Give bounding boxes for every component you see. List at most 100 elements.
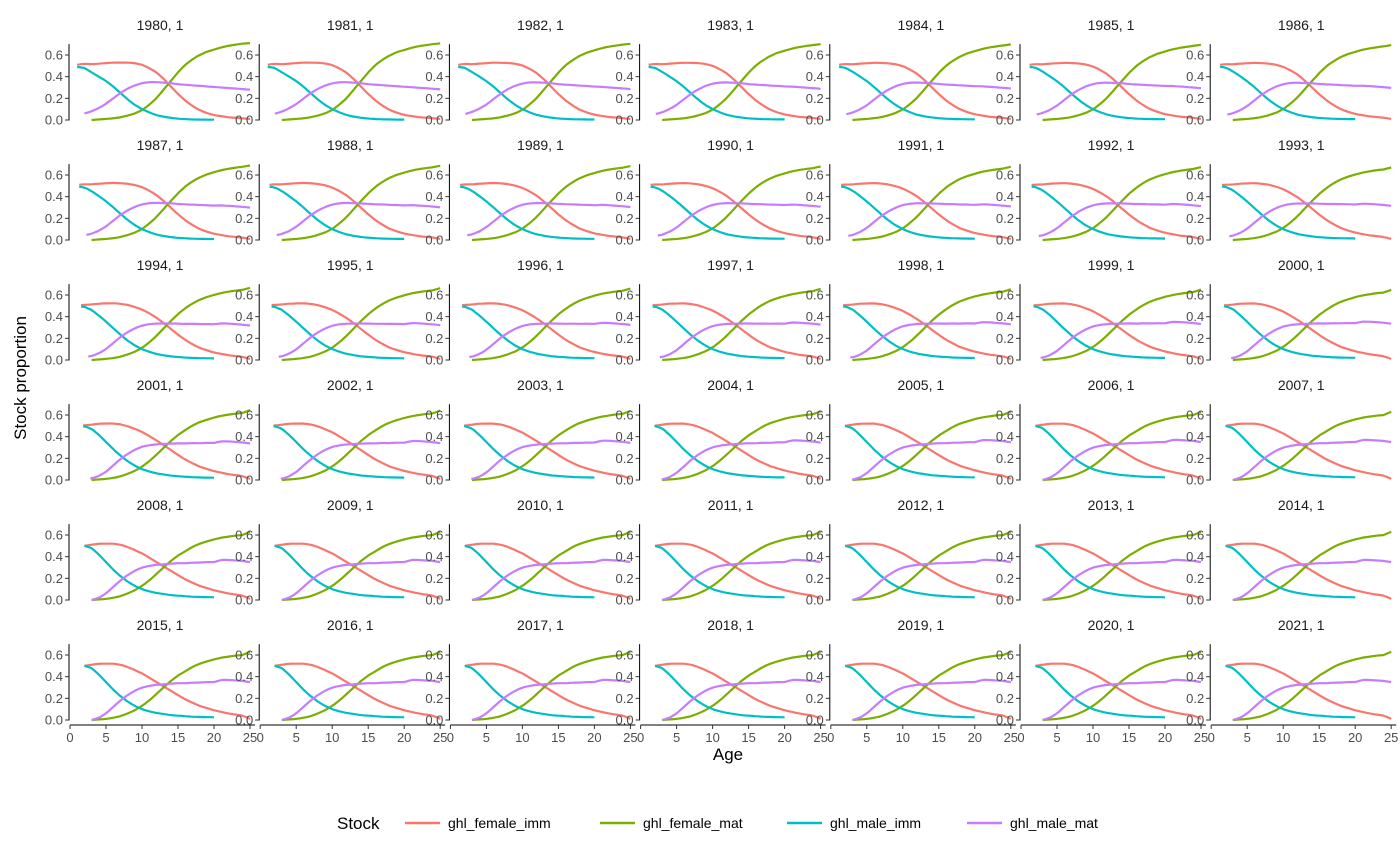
series-line-ghl_female_imm <box>271 302 441 360</box>
series-line-ghl_male_mat <box>1232 438 1392 482</box>
facet-strip-label: 1993, 1 <box>1278 137 1325 153</box>
series-line-ghl_female_mat <box>1042 650 1202 722</box>
y-tick-label: 0.0 <box>425 593 443 608</box>
y-tick-label: 0.0 <box>45 473 63 488</box>
x-axis-title: Age <box>713 745 743 764</box>
y-tick-label: 0.4 <box>425 309 443 324</box>
facet-strip-label: 1980, 1 <box>137 17 184 33</box>
y-tick-label: 0.0 <box>616 113 634 128</box>
facet-strip-label: 1986, 1 <box>1278 17 1325 33</box>
facet-strip-label: 1985, 1 <box>1088 17 1135 33</box>
series-line-ghl_female_imm <box>464 542 631 600</box>
series-line-ghl_female_imm <box>1035 542 1202 600</box>
y-tick-label: 0.4 <box>806 549 824 564</box>
series-line-ghl_male_imm <box>1225 664 1356 719</box>
series-line-ghl_male_imm <box>460 185 595 240</box>
y-tick-label: 0.0 <box>235 353 253 368</box>
y-tick-label: 0.6 <box>1186 648 1204 663</box>
facet-strip-label: 2004, 1 <box>707 377 754 393</box>
series-line-ghl_female_mat <box>1042 43 1202 122</box>
x-tick-label: 20 <box>777 730 791 745</box>
facet-panel: 1994, 1 0.0 0.2 0.4 0.6 <box>45 257 251 368</box>
y-tick-label: 0.0 <box>996 713 1014 728</box>
x-tick-label: 20 <box>1348 730 1362 745</box>
series-line-ghl_female_mat <box>662 165 821 242</box>
x-tick-label: 20 <box>1158 730 1172 745</box>
x-tick-label: 20 <box>397 730 411 745</box>
y-tick-label: 0.0 <box>616 233 634 248</box>
facet-strip-label: 1983, 1 <box>707 17 754 33</box>
x-tick-label: 5 <box>483 730 490 745</box>
series-line-ghl_male_mat <box>852 558 1011 602</box>
facet-panel: 2005, 1 0.0 0.2 0.4 0.6 <box>806 377 1012 488</box>
facet-panel: 2011, 1 0.0 0.2 0.4 0.6 <box>616 497 822 608</box>
facet-panel: 1995, 1 0.0 0.2 0.4 0.6 <box>235 257 441 368</box>
y-tick-label: 0.4 <box>45 429 63 444</box>
x-tick-label: 0 <box>827 730 834 745</box>
series-line-ghl_female_mat <box>281 530 441 602</box>
series-line-ghl_female_mat <box>1232 410 1392 482</box>
y-tick-label: 0.4 <box>616 189 634 204</box>
x-tick-label: 5 <box>673 730 680 745</box>
y-tick-label: 0.6 <box>996 168 1014 183</box>
series-line-ghl_male_imm <box>464 544 595 599</box>
series-line-ghl_female_imm <box>84 662 251 720</box>
legend-entry: ghl_male_imm <box>787 815 921 831</box>
y-tick-label: 0.4 <box>1186 669 1204 684</box>
y-tick-label: 0.0 <box>45 233 63 248</box>
y-tick-label: 0.4 <box>806 429 824 444</box>
y-tick-label: 0.0 <box>425 473 443 488</box>
series-line-ghl_male_mat <box>655 81 821 116</box>
facet-panel: 1996, 1 0.0 0.2 0.4 0.6 <box>425 257 631 368</box>
facet-panel: 1983, 1 0.0 0.2 0.4 0.6 <box>616 17 821 128</box>
series-line-ghl_female_imm <box>650 182 821 240</box>
series-line-ghl_male_mat <box>1229 202 1392 238</box>
y-tick-label: 0.0 <box>45 113 63 128</box>
y-tick-label: 0.2 <box>616 211 634 226</box>
series-line-ghl_female_mat <box>281 287 441 362</box>
facet-strip-label: 2006, 1 <box>1088 377 1135 393</box>
series-line-ghl_male_mat <box>471 558 631 602</box>
y-tick-label: 0.4 <box>425 429 443 444</box>
facet-panel: 2000, 1 0.0 0.2 0.4 0.6 <box>1186 257 1392 368</box>
series-line-ghl_male_imm <box>650 185 785 240</box>
series-line-ghl_female_mat <box>1232 166 1392 242</box>
series-line-ghl_male_mat <box>1230 320 1392 360</box>
facet-panel: 2016, 1 0.0 0.2 0.4 0.6 0 5 10 15 20 25 <box>235 617 447 745</box>
x-tick-label: 20 <box>207 730 221 745</box>
y-tick-label: 0.2 <box>616 331 634 346</box>
series-line-ghl_female_mat <box>1042 410 1202 482</box>
facet-panel: 1999, 1 0.0 0.2 0.4 0.6 <box>996 257 1202 368</box>
series-line-ghl_male_imm <box>654 664 785 719</box>
series-line-ghl_female_imm <box>269 181 441 240</box>
x-tick-label: 10 <box>1276 730 1290 745</box>
y-tick-label: 0.6 <box>806 48 824 63</box>
y-tick-label: 0.0 <box>996 233 1014 248</box>
facet-strip-label: 2009, 1 <box>327 497 374 513</box>
x-tick-label: 10 <box>1086 730 1100 745</box>
y-tick-label: 0.0 <box>616 353 634 368</box>
y-tick-label: 0.4 <box>425 69 443 84</box>
series-line-ghl_male_mat <box>84 80 251 115</box>
x-tick-label: 10 <box>515 730 529 745</box>
facet-panel: 2007, 1 0.0 0.2 0.4 0.6 <box>1186 377 1392 488</box>
facet-panel: 2017, 1 0.0 0.2 0.4 0.6 0 5 10 15 20 25 <box>425 617 637 745</box>
y-tick-label: 0.0 <box>1186 713 1204 728</box>
y-tick-label: 0.2 <box>996 331 1014 346</box>
y-tick-label: 0.4 <box>1186 69 1204 84</box>
series-line-ghl_male_imm <box>1035 424 1166 479</box>
series-line-ghl_male_imm <box>274 544 405 599</box>
y-tick-label: 0.2 <box>616 451 634 466</box>
legend-entry: ghl_male_mat <box>967 815 1098 831</box>
series-line-ghl_female_imm <box>1225 422 1392 480</box>
legend-label: ghl_male_imm <box>830 815 921 831</box>
facet-panel: 1980, 1 0.0 0.2 0.4 0.6 <box>45 17 251 128</box>
facet-strip-label: 1992, 1 <box>1088 137 1135 153</box>
y-tick-label: 0.4 <box>616 549 634 564</box>
facet-panel: 2015, 1 0.0 0.2 0.4 0.6 0 5 10 15 20 25 <box>45 617 257 745</box>
y-tick-label: 0.2 <box>616 571 634 586</box>
facet-panel: 1986, 1 0.0 0.2 0.4 0.6 <box>1186 17 1392 128</box>
series-line-ghl_male_imm <box>1031 185 1166 240</box>
facet-panel: 1992, 1 0.0 0.2 0.4 0.6 <box>996 137 1202 248</box>
